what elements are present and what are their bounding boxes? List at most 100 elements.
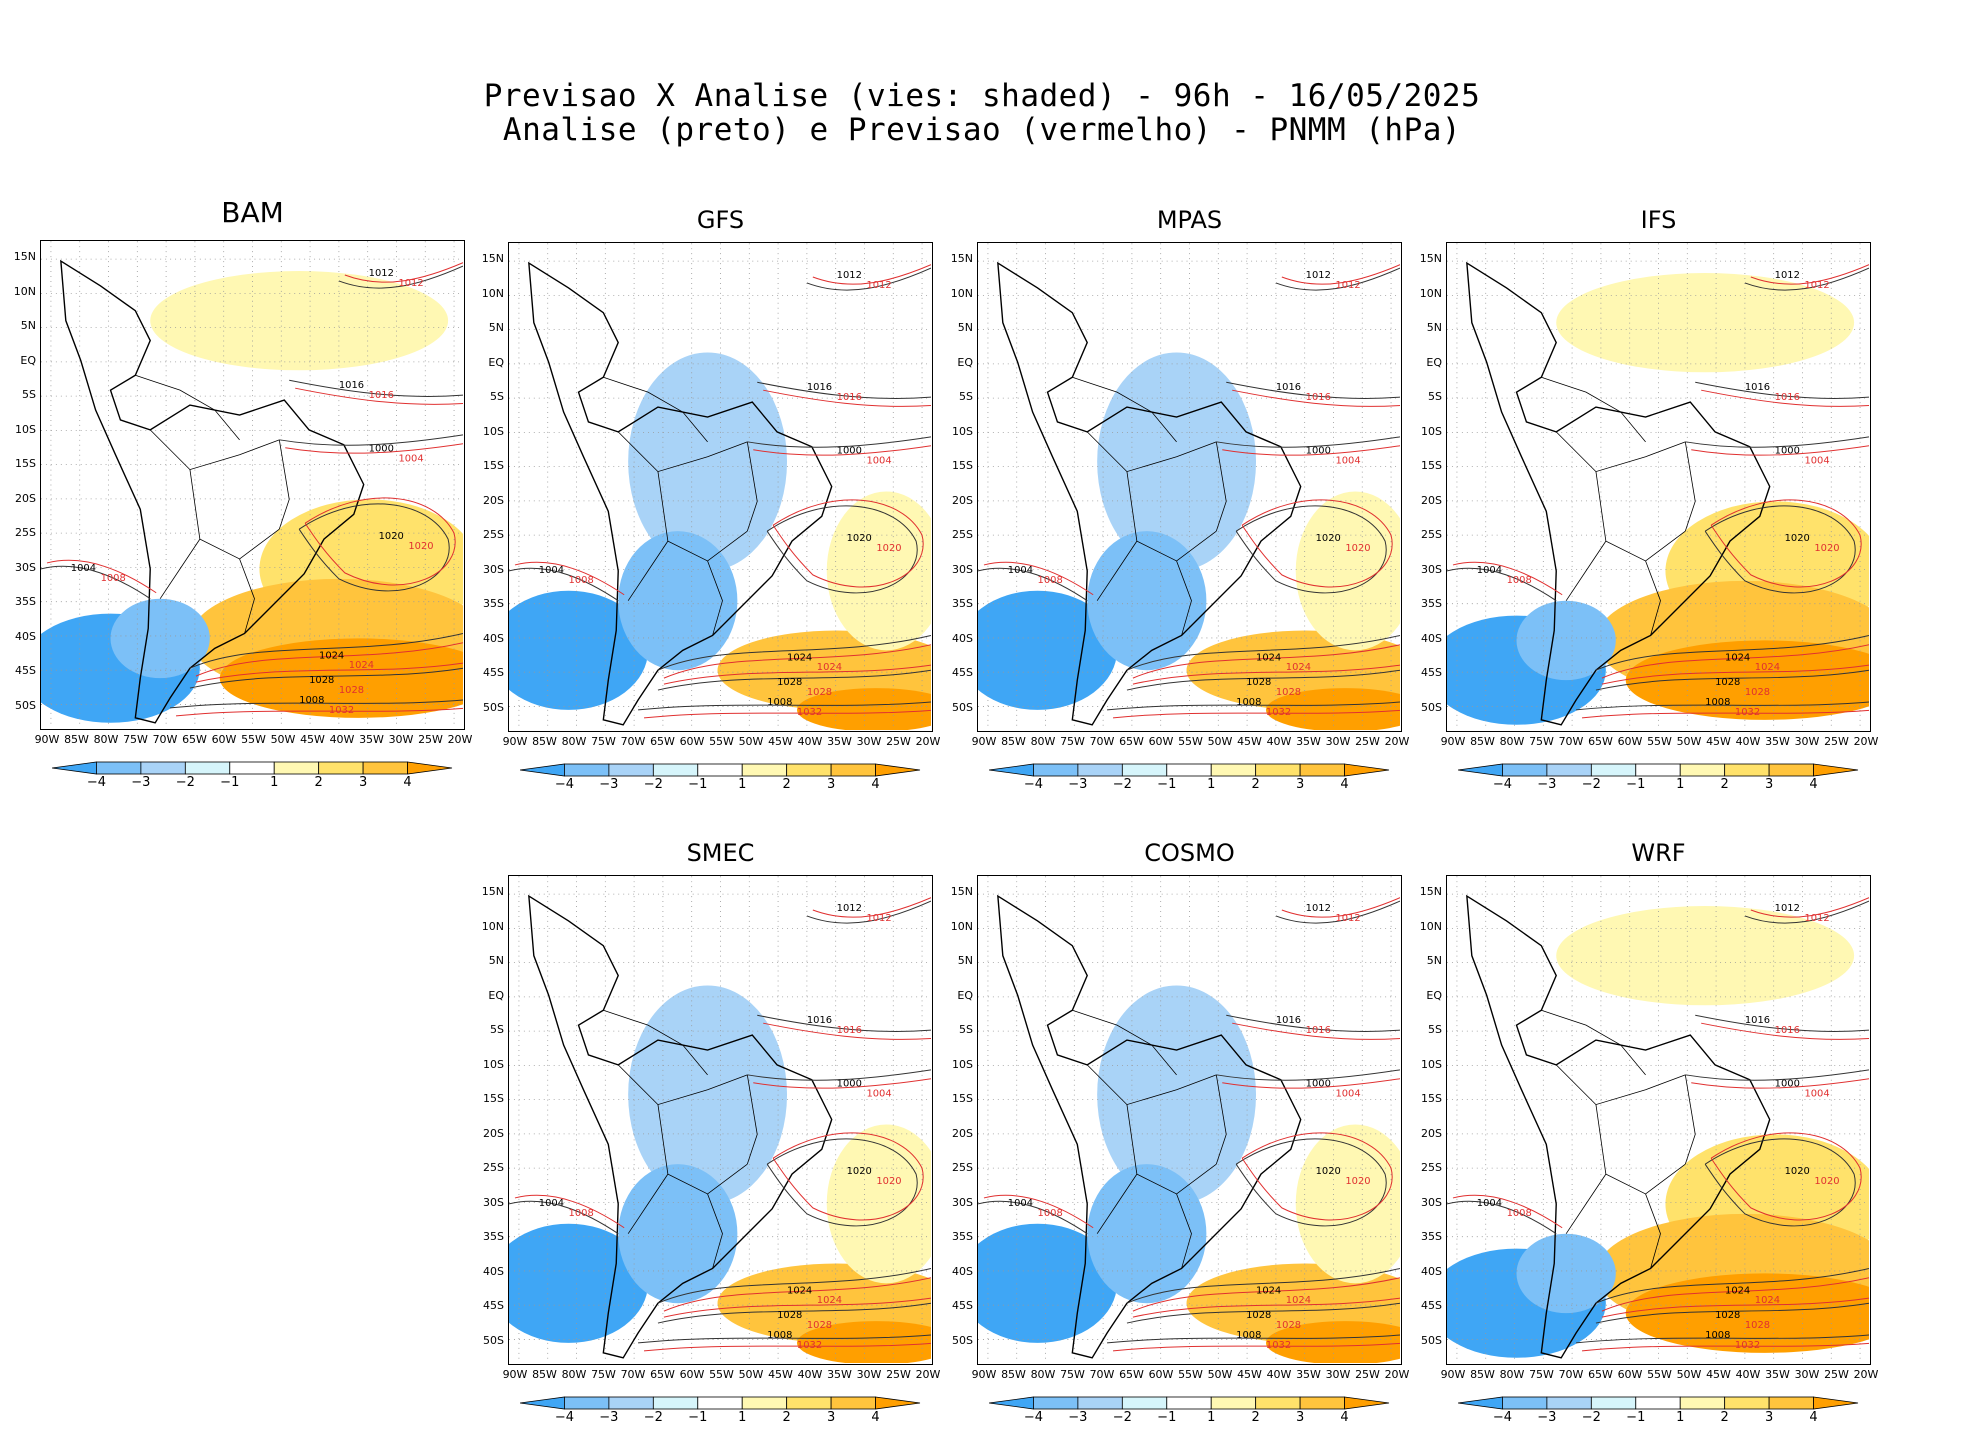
lon-tick-label: 45W — [768, 735, 793, 748]
lat-tick-label: 25S — [483, 1161, 504, 1174]
lat-tick-label: 15S — [15, 457, 36, 470]
forecast-isobar — [763, 1022, 931, 1040]
lat-tick-label: 5S — [490, 390, 504, 403]
lat-tick-label: 5S — [959, 390, 973, 403]
forecast-isobar — [195, 662, 463, 683]
lat-tick-label: 10N — [1419, 286, 1442, 300]
analysis-isobar — [1595, 1267, 1869, 1304]
bias-shade — [618, 531, 738, 671]
forecast-isobar-label: 1008 — [1507, 575, 1532, 586]
forecast-isobar — [1232, 1022, 1400, 1040]
forecast-isobar — [983, 1194, 1094, 1229]
colorbar-segment — [786, 1396, 832, 1410]
analysis-isobar — [1695, 381, 1869, 399]
colorbar-segment — [140, 761, 186, 775]
lon-tick-label: 80W — [561, 735, 587, 748]
lon-tick-label: 50W — [738, 735, 764, 748]
colorbar-label: 1 — [738, 777, 747, 792]
lon-tick-label: 25W — [886, 1368, 911, 1381]
lon-tick-label: 30W — [1794, 735, 1820, 748]
analysis-isobar-label: 1024 — [787, 1285, 812, 1296]
lon-tick-label: 65W — [1119, 735, 1144, 748]
country-border — [1176, 560, 1192, 636]
forecast-isobar-label: 1004 — [398, 454, 423, 465]
analysis-isobar-label: 1028 — [1246, 1310, 1271, 1321]
forecast-isobar — [983, 561, 1094, 596]
colorbar-segment — [564, 1396, 610, 1410]
coastline — [1466, 261, 1771, 726]
colorbar-arrow-high — [1344, 763, 1390, 777]
analysis-isobar-label: 1000 — [369, 444, 394, 455]
analysis-isobar-label: 1000 — [837, 446, 862, 457]
analysis-isobar — [509, 1200, 619, 1235]
lon-tick-label: 25W — [1824, 1368, 1849, 1381]
lat-tick-label: 25S — [15, 526, 36, 539]
forecast-isobar-label: 1032 — [1266, 707, 1291, 718]
lat-tick-label: 50S — [483, 1333, 504, 1347]
forecast-isobar-label: 1024 — [1755, 1295, 1780, 1306]
analysis-isobar-label: 1016 — [1276, 382, 1301, 393]
country-border — [1565, 540, 1607, 601]
country-border — [1096, 540, 1138, 601]
lon-tick-label: 45W — [1706, 1368, 1731, 1381]
colorbar-arrow-low — [988, 1396, 1034, 1410]
forecast-isobar — [753, 1078, 931, 1089]
colorbar-label: 3 — [826, 777, 836, 792]
bias-shade — [1516, 600, 1616, 681]
colorbar-segment — [1679, 1396, 1726, 1410]
colorbar-mpas — [988, 762, 1393, 781]
forecast-isobar-label: 1016 — [837, 392, 862, 403]
lat-tick-label: 5N — [1426, 321, 1442, 334]
lon-tick-label: 35W — [1765, 735, 1790, 748]
analysis-isobar-label: 1000 — [1306, 446, 1331, 457]
lat-tick-label: 5S — [959, 1023, 973, 1036]
lat-tick-label: 35S — [483, 1230, 504, 1243]
bias-shade — [1265, 1321, 1400, 1363]
colorbar-label: −3 — [1537, 777, 1557, 792]
lon-tick-label: 70W — [1089, 1368, 1115, 1381]
colorbar-bam — [51, 760, 456, 779]
lat-tick-label: 15N — [950, 252, 973, 265]
colorbar-segment — [1033, 1396, 1079, 1410]
lon-tick-label: 70W — [1558, 735, 1584, 748]
analysis-isobar — [1695, 1014, 1869, 1032]
lon-tick-label: 60W — [1148, 735, 1174, 748]
analysis-isobar-label: 1028 — [777, 677, 802, 688]
analysis-isobar-label: 1012 — [1775, 903, 1800, 914]
colorbar-label: 2 — [1251, 777, 1260, 792]
lat-tick-label: 45S — [483, 666, 504, 679]
country-border — [1215, 441, 1227, 532]
forecast-isobar — [1601, 1277, 1869, 1312]
lat-tick-label: 10N — [481, 286, 504, 300]
lon-tick-label: 35W — [1765, 1368, 1790, 1381]
colorbar-arrow-low — [51, 761, 97, 775]
analysis-isobar — [1685, 436, 1869, 448]
lon-tick-label: 40W — [1266, 1368, 1292, 1381]
forecast-isobar-label: 1008 — [101, 573, 126, 584]
colorbar-label: −2 — [1112, 1410, 1132, 1425]
country-border — [1565, 1173, 1607, 1234]
analysis-isobar-label: 1020 — [1785, 1166, 1810, 1177]
lon-tick-label: 70W — [1089, 735, 1115, 748]
forecast-isobar-label: 1020 — [1345, 543, 1370, 554]
colorbar-label: −3 — [1537, 1410, 1557, 1425]
colorbar-segment — [1077, 763, 1123, 777]
coastline — [997, 261, 1302, 726]
colorbar-arrow-low — [519, 1396, 565, 1410]
lon-tick-label: 50W — [1676, 1368, 1702, 1381]
lat-tick-label: 20S — [483, 1126, 504, 1140]
forecast-isobar-label: 1004 — [1335, 456, 1360, 467]
analysis-isobar-label: 1020 — [847, 1166, 872, 1177]
analysis-isobar — [806, 267, 931, 291]
lat-tick-label: 45S — [483, 1299, 504, 1312]
lat-tick-label: 20S — [1421, 1126, 1442, 1140]
colorbar-segment — [362, 761, 408, 775]
analysis-isobar — [1744, 900, 1869, 924]
analysis-isobar — [509, 567, 619, 602]
colorbar-label: 4 — [1340, 777, 1349, 792]
forecast-isobar-label: 1020 — [1814, 543, 1839, 554]
country-border — [627, 540, 669, 601]
colorbar-arrow-low — [1457, 763, 1503, 777]
lon-tick-label: 50W — [1207, 1368, 1233, 1381]
forecast-isobar — [753, 445, 931, 456]
